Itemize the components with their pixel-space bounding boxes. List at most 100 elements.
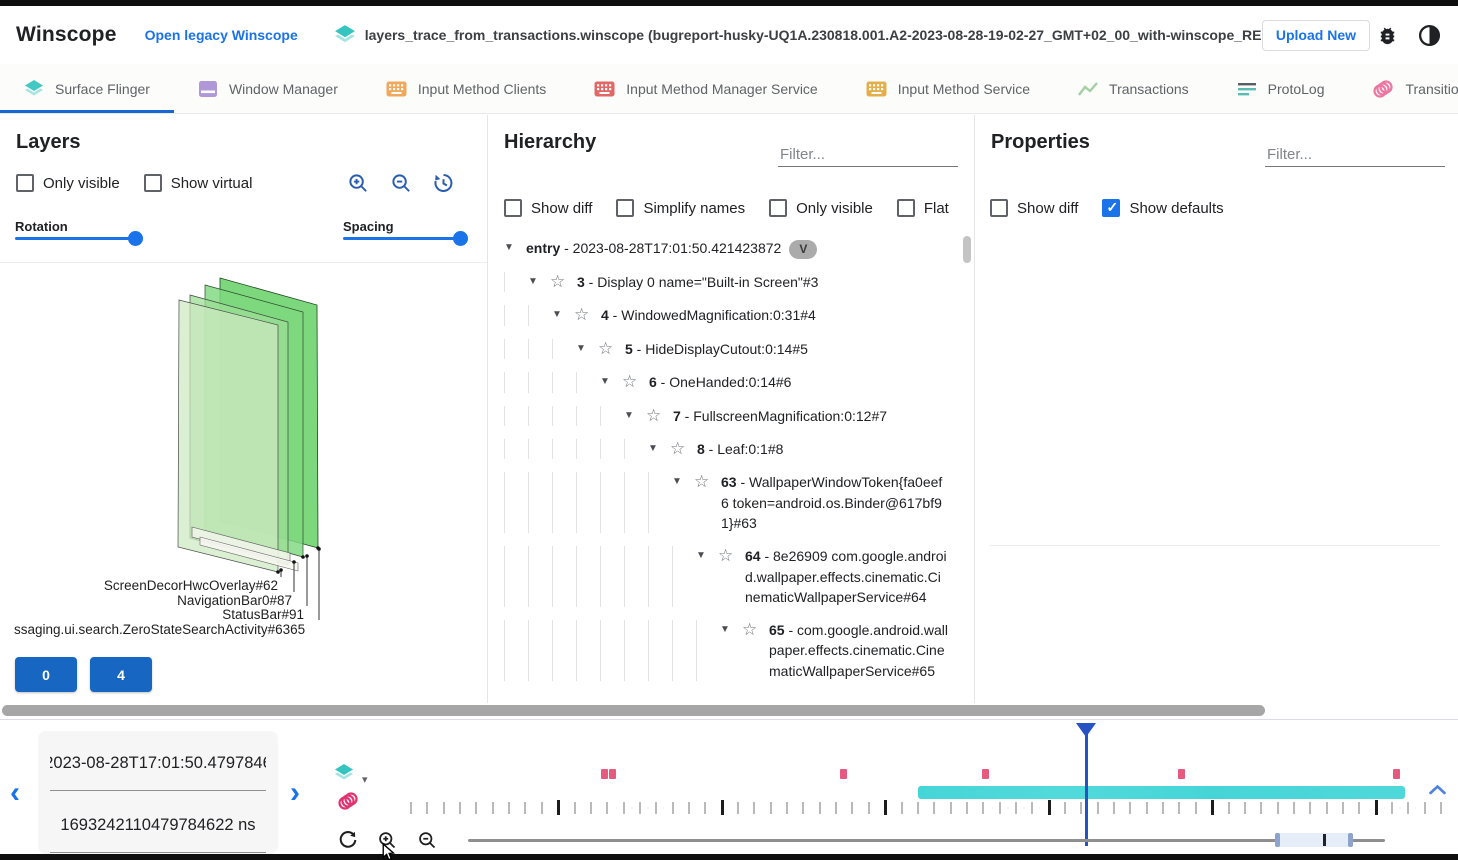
tab-transitions[interactable]: Transitions [1348, 64, 1458, 113]
next-entry-icon[interactable]: › [290, 776, 300, 809]
display-group-button-0[interactable]: 0 [15, 657, 77, 692]
transition-trace-icon[interactable] [337, 791, 359, 811]
show-diff-checkbox[interactable] [990, 199, 1008, 217]
label-leader-lines [280, 549, 320, 620]
capture-border-bottom [0, 854, 1458, 860]
tab-surface-flinger[interactable]: Surface Flinger [0, 64, 174, 113]
tab-transactions[interactable]: Transactions [1054, 64, 1213, 113]
bug-report-icon[interactable] [1376, 24, 1399, 47]
horizontal-scrollbar[interactable] [2, 705, 1265, 716]
show-diff-checkbox[interactable] [504, 199, 522, 217]
expand-arrow-icon[interactable]: ▼ [648, 442, 658, 454]
tree-node[interactable]: ▼ ☆ 7 - FullscreenMagnification:0:12#7 [504, 405, 948, 426]
spacing-slider-thumb[interactable] [453, 231, 468, 246]
upload-new-button[interactable]: Upload New [1261, 19, 1370, 51]
tree-node[interactable]: ▼ ☆ 5 - HideDisplayCutout:0:14#5 [504, 338, 948, 360]
zoom-range-track[interactable] [468, 839, 1385, 842]
expand-arrow-icon[interactable]: ▼ [696, 550, 706, 562]
tree-node[interactable]: ▼ ☆ 4 - WindowedMagnification:0:31#4 [504, 305, 948, 326]
expand-arrow-icon[interactable]: ▼ [552, 309, 562, 321]
star-icon[interactable]: ☆ [574, 305, 590, 325]
star-icon[interactable]: ☆ [718, 546, 734, 566]
star-icon[interactable]: ☆ [646, 405, 662, 425]
bookmark-marker[interactable] [982, 769, 989, 779]
indent-guide [600, 546, 624, 608]
tree-node[interactable]: ▼ ☆ 6 - OneHanded:0:14#6 [504, 372, 948, 393]
surfaceflinger-trace-icon[interactable] [334, 763, 354, 783]
expand-arrow-icon[interactable]: ▼ [600, 376, 610, 388]
dropdown-caret-icon[interactable]: ▾ [362, 774, 368, 786]
indent-guide [600, 620, 624, 682]
reset-view-icon[interactable] [430, 170, 456, 196]
expand-arrow-icon[interactable]: ▼ [672, 476, 682, 488]
simplify-names-checkbox[interactable] [616, 199, 635, 217]
show-defaults-checkbox[interactable] [1102, 199, 1121, 217]
bookmark-marker[interactable] [609, 769, 616, 779]
indent-guide [600, 472, 624, 534]
bookmark-marker[interactable] [840, 769, 847, 779]
expand-arrow-icon[interactable]: ▼ [576, 342, 586, 354]
only-visible-checkbox[interactable] [16, 174, 34, 192]
range-handle-left[interactable] [1275, 833, 1280, 847]
zoom-in-icon[interactable] [345, 170, 371, 196]
major-tick [1211, 800, 1215, 815]
previous-entry-icon[interactable]: ‹ [10, 776, 20, 809]
tree-node[interactable]: ▼ ☆ 65 - com.google.android.wallpaper.effe… [504, 620, 948, 682]
expand-arrow-icon[interactable]: ▼ [528, 276, 538, 287]
properties-filter-input[interactable] [1265, 143, 1445, 167]
flat-checkbox[interactable] [896, 199, 915, 217]
star-icon[interactable]: ☆ [742, 620, 758, 640]
timeline-cursor[interactable] [1076, 723, 1096, 846]
bookmark-marker[interactable] [1393, 769, 1400, 779]
collapse-timeline-icon[interactable] [1428, 783, 1447, 796]
surfaceflinger-trace-bar[interactable] [918, 786, 1405, 799]
spacing-slider[interactable] [343, 231, 468, 246]
only-visible-checkbox[interactable] [769, 199, 788, 217]
tree-node[interactable]: ▼ ☆ 8 - Leaf:0:1#8 [504, 438, 948, 460]
star-icon[interactable]: ☆ [622, 372, 638, 392]
tab-input-method-manager-service[interactable]: Input Method Manager Service [570, 64, 841, 113]
tab-protolog[interactable]: ProtoLog [1213, 64, 1349, 113]
indent-guide [504, 338, 528, 360]
hierarchy-filter-input[interactable] [778, 143, 958, 167]
indent-guide [600, 438, 624, 460]
open-legacy-link[interactable]: Open legacy Winscope [144, 27, 298, 43]
tab-window-manager[interactable]: Window Manager [174, 64, 362, 113]
layer-rect-thin[interactable] [199, 536, 299, 572]
tree-node[interactable]: ▼ entry - 2023-08-28T17:01:50.421423872 V [504, 238, 948, 259]
star-icon[interactable]: ☆ [598, 338, 614, 358]
tree-node[interactable]: ▼ ☆ 64 - 8e26909 com.google.android.wallpa… [504, 546, 948, 608]
node-label: 65 - com.google.android.wallpaper.effect… [769, 622, 948, 679]
node-label: 6 - OneHanded:0:14#6 [649, 374, 792, 391]
zoom-out-icon[interactable] [388, 170, 414, 196]
range-handle-right[interactable] [1348, 833, 1353, 847]
zoom-range-selection[interactable] [1275, 833, 1353, 847]
display-group-button-4[interactable]: 4 [90, 657, 152, 692]
zoom-in-icon[interactable] [377, 830, 398, 851]
dark-mode-icon[interactable] [1417, 23, 1442, 48]
tree-scrollbar[interactable] [963, 236, 971, 263]
tree-node[interactable]: ▼ ☆ 3 - Display 0 name="Built-in Screen"#3 [504, 272, 948, 293]
minor-tick [900, 802, 903, 814]
bookmark-marker[interactable] [601, 769, 608, 779]
zoom-out-icon[interactable] [417, 830, 438, 851]
timestamp-ns-input[interactable]: 1693242110479784622 ns [50, 799, 266, 853]
expand-arrow-icon[interactable]: ▼ [624, 409, 634, 421]
star-icon[interactable]: ☆ [670, 438, 686, 458]
layers-3d-view[interactable] [0, 262, 487, 642]
tree-node[interactable]: ▼ ☆ 63 - WallpaperWindowToken{fa0eef6 toke… [504, 472, 948, 534]
bookmark-marker[interactable] [1178, 769, 1185, 779]
timestamp-human-input[interactable]: 2023-08-28T17:01:50.4797846 [50, 737, 266, 791]
minor-tick [410, 802, 412, 814]
rotation-slider-thumb[interactable] [128, 231, 143, 246]
rotation-slider[interactable] [15, 231, 143, 246]
expand-arrow-icon[interactable]: ▼ [504, 242, 514, 253]
show-virtual-checkbox[interactable] [143, 174, 162, 192]
star-icon[interactable]: ☆ [550, 272, 566, 291]
show-diff-label: Show diff [531, 199, 593, 217]
tab-input-method-clients[interactable]: Input Method Clients [362, 64, 570, 113]
tab-input-method-service[interactable]: Input Method Service [842, 64, 1054, 113]
refresh-icon[interactable] [337, 829, 359, 851]
star-icon[interactable]: ☆ [694, 472, 710, 492]
expand-arrow-icon[interactable]: ▼ [720, 624, 730, 636]
